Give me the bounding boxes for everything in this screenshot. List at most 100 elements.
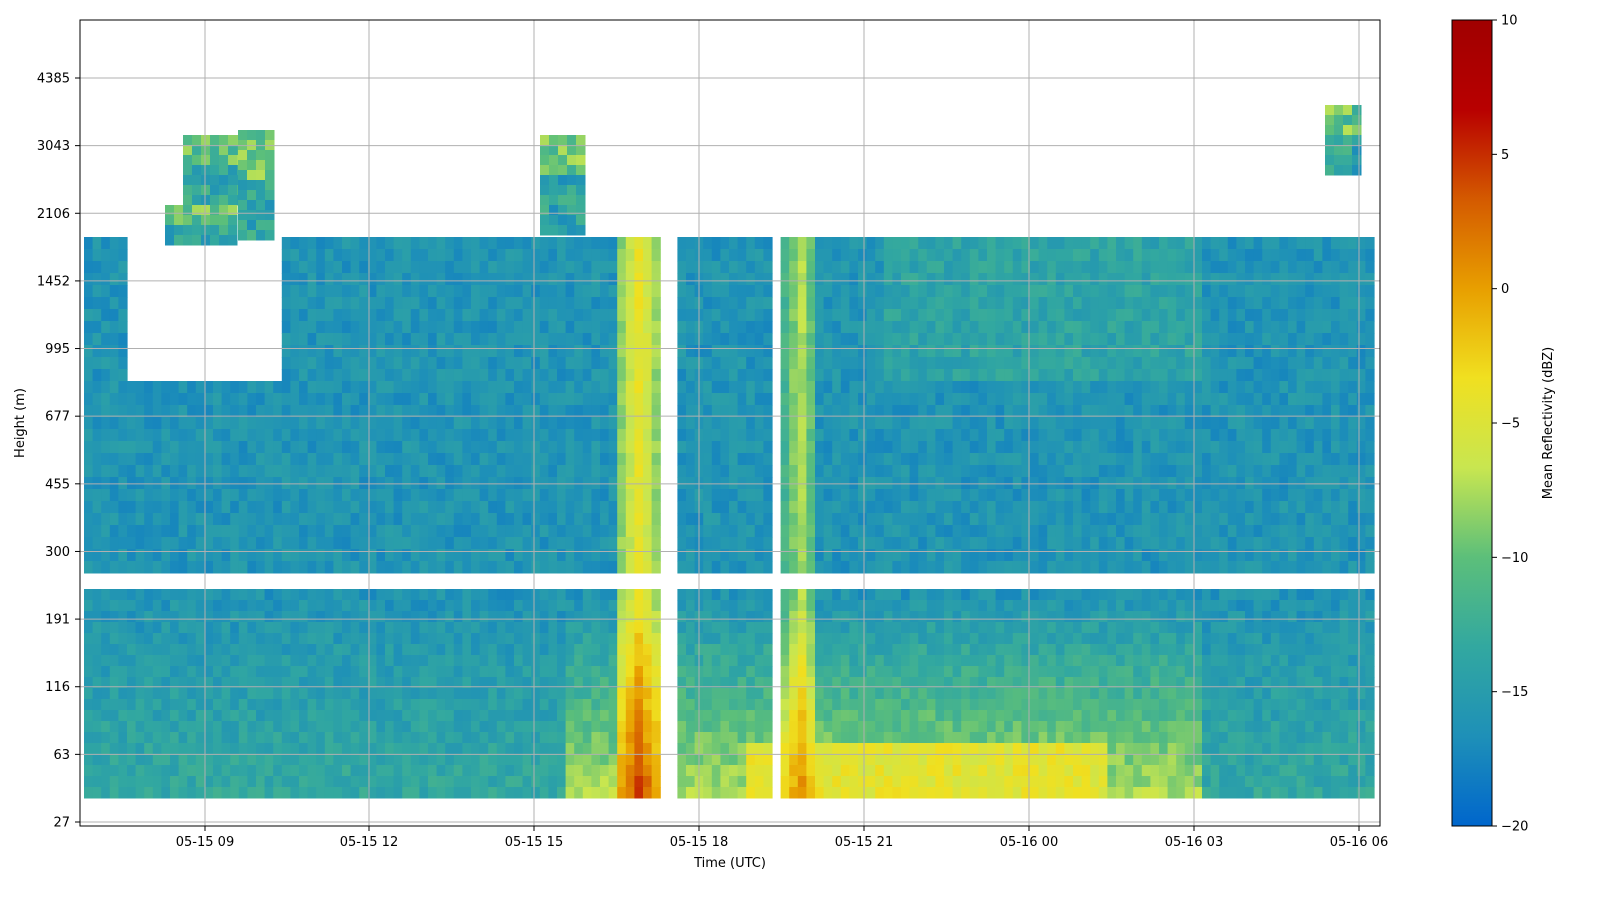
heatmap-cell bbox=[1193, 261, 1203, 274]
heatmap-cell bbox=[1030, 369, 1040, 382]
heatmap-cell bbox=[333, 429, 343, 442]
heatmap-cell bbox=[1253, 333, 1263, 346]
heatmap-cell bbox=[410, 561, 420, 574]
heatmap-cell bbox=[1055, 622, 1065, 634]
heatmap-cell bbox=[316, 357, 326, 370]
heatmap-cell bbox=[118, 297, 128, 310]
heatmap-cell bbox=[944, 441, 954, 454]
heatmap-cell bbox=[1133, 273, 1143, 286]
heatmap-cell bbox=[445, 622, 455, 634]
heatmap-cell bbox=[342, 261, 352, 274]
heatmap-cell bbox=[273, 489, 283, 502]
heatmap-cell bbox=[101, 345, 111, 358]
heatmap-cell bbox=[969, 600, 979, 612]
heatmap-cell bbox=[1245, 405, 1255, 418]
heatmap-cell bbox=[1313, 537, 1323, 550]
heatmap-cell bbox=[944, 655, 954, 667]
heatmap-cell bbox=[1313, 453, 1323, 466]
heatmap-cell bbox=[651, 273, 661, 286]
heatmap-cell bbox=[815, 369, 825, 382]
heatmap-cell bbox=[840, 501, 850, 514]
heatmap-cell bbox=[264, 453, 274, 466]
heatmap-cell bbox=[1047, 285, 1057, 298]
heatmap-cell bbox=[858, 273, 868, 286]
heatmap-cell bbox=[1356, 589, 1366, 601]
heatmap-cell bbox=[840, 513, 850, 526]
heatmap-cell bbox=[883, 357, 893, 370]
heatmap-cell bbox=[195, 655, 205, 667]
heatmap-cell bbox=[359, 393, 369, 406]
heatmap-cell bbox=[866, 417, 876, 430]
heatmap-cell bbox=[247, 666, 257, 678]
heatmap-cell bbox=[797, 525, 807, 538]
heatmap-cell bbox=[832, 655, 842, 667]
heatmap-cell bbox=[144, 477, 154, 490]
heatmap-cell bbox=[505, 285, 515, 298]
heatmap-cell bbox=[1021, 644, 1031, 656]
heatmap-cell bbox=[402, 525, 412, 538]
heatmap-cell bbox=[1030, 465, 1040, 478]
heatmap-cell bbox=[918, 429, 928, 442]
heatmap-cell bbox=[582, 622, 592, 634]
heatmap-cell bbox=[892, 537, 902, 550]
heatmap-cell bbox=[1047, 309, 1057, 322]
heatmap-cell bbox=[1245, 453, 1255, 466]
heatmap-cell bbox=[290, 525, 300, 538]
heatmap-cell bbox=[221, 589, 231, 601]
heatmap-cell bbox=[1098, 441, 1108, 454]
heatmap-cell bbox=[780, 345, 790, 358]
heatmap-cell bbox=[1073, 417, 1083, 430]
heatmap-cell bbox=[901, 345, 911, 358]
heatmap-cell bbox=[617, 333, 627, 346]
heatmap-cell bbox=[101, 273, 111, 286]
heatmap-cell bbox=[161, 622, 171, 634]
heatmap-cell bbox=[1202, 321, 1212, 334]
heatmap-cell bbox=[539, 453, 549, 466]
heatmap-cell bbox=[1150, 600, 1160, 612]
heatmap-cell bbox=[118, 549, 128, 562]
heatmap-cell bbox=[178, 655, 188, 667]
heatmap-cell bbox=[1305, 525, 1315, 538]
heatmap-cell bbox=[849, 333, 859, 346]
heatmap-cell bbox=[926, 489, 936, 502]
heatmap-cell bbox=[496, 381, 506, 394]
heatmap-cell bbox=[918, 405, 928, 418]
heatmap-cell bbox=[436, 600, 446, 612]
heatmap-cell bbox=[969, 489, 979, 502]
heatmap-cell bbox=[1279, 357, 1289, 370]
heatmap-cell bbox=[918, 357, 928, 370]
heatmap-cell bbox=[617, 549, 627, 562]
heatmap-cell bbox=[1167, 285, 1177, 298]
heatmap-cell bbox=[737, 600, 747, 612]
heatmap-cell bbox=[987, 633, 997, 645]
heatmap-cell bbox=[1305, 273, 1315, 286]
heatmap-cell bbox=[978, 405, 988, 418]
heatmap-cell bbox=[316, 429, 326, 442]
heatmap-cell bbox=[1245, 633, 1255, 645]
heatmap-cell bbox=[1073, 589, 1083, 601]
heatmap-cell bbox=[109, 622, 119, 634]
heatmap-cell bbox=[978, 261, 988, 274]
heatmap-cell bbox=[720, 600, 730, 612]
heatmap-cell bbox=[531, 501, 541, 514]
heatmap-cell bbox=[617, 611, 627, 623]
heatmap-cell bbox=[1279, 611, 1289, 623]
heatmap-cell bbox=[350, 549, 360, 562]
heatmap-cell bbox=[1004, 561, 1014, 574]
heatmap-cell bbox=[324, 589, 334, 601]
heatmap-cell bbox=[479, 273, 489, 286]
heatmap-cell bbox=[1270, 393, 1280, 406]
heatmap-cell bbox=[823, 333, 833, 346]
heatmap-cell bbox=[1313, 261, 1323, 274]
heatmap-cell bbox=[969, 273, 979, 286]
heatmap-cell bbox=[780, 273, 790, 286]
heatmap-cell bbox=[1064, 611, 1074, 623]
heatmap-cell bbox=[746, 297, 756, 310]
heatmap-cell bbox=[643, 489, 653, 502]
heatmap-cell bbox=[514, 357, 524, 370]
heatmap-cell bbox=[883, 237, 893, 250]
heatmap-cell bbox=[539, 381, 549, 394]
heatmap-cell bbox=[488, 465, 498, 478]
heatmap-cell bbox=[591, 285, 601, 298]
